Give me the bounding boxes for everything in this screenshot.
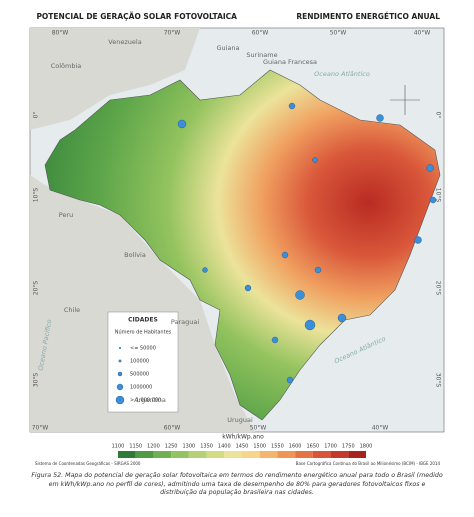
legend-symbol [118, 359, 122, 363]
colorbar-tick: 1150 [129, 444, 142, 450]
coord-label: 80°W [52, 30, 69, 37]
legend-symbol [115, 395, 125, 405]
coord-label: 20°S [435, 281, 442, 296]
colorbar-tick: 1450 [236, 444, 249, 450]
country-label: Peru [59, 211, 73, 219]
colorbar-segment [277, 451, 296, 458]
country-label: Argentina [134, 396, 166, 404]
cities [177, 102, 437, 384]
footer-right: Base Cartográfica Contínua do Brasil ao … [296, 461, 441, 466]
coord-label: 50°W [250, 425, 267, 432]
colorbar-tick: 1100 [112, 444, 125, 450]
legend-label: 1000000 [130, 385, 152, 391]
coord-label: 60°W [252, 30, 269, 37]
country-label: Uruguai [227, 416, 253, 424]
colorbar-segment [348, 451, 366, 458]
colorbar-tick: 1700 [324, 444, 337, 450]
legend-label: > 1.000.000 [130, 398, 161, 404]
country-label: Chile [64, 306, 80, 314]
colorbar-tick: 1250 [165, 444, 178, 450]
coord-label: 30°S [33, 373, 40, 388]
coord-label: 70°W [164, 30, 181, 37]
coord-label: 30°S [435, 373, 442, 388]
colorbar-tick: 1550 [271, 444, 284, 450]
country-label: Paraguai [171, 318, 199, 326]
coord-label: 40°W [414, 30, 431, 37]
colorbar-segment [135, 451, 154, 458]
coord-label: 0° [435, 112, 442, 119]
right-title: RENDIMENTO ENERGÉTICO ANUAL [296, 12, 440, 21]
colorbar-segment [118, 451, 136, 458]
coord-label: 60°W [164, 425, 181, 432]
country-label: Guiana [216, 44, 239, 52]
footer-left: Sistema de Coordenadas Geográficas - SIR… [35, 461, 141, 466]
coord-label: 50°W [330, 30, 347, 37]
colorbar-tick: 1400 [218, 444, 231, 450]
colorbar-segment [188, 451, 207, 458]
legend-label: 100000 [130, 359, 149, 365]
legend-subtitle: Número de Habitantes [115, 329, 172, 336]
legend-label: <= 50000 [130, 346, 156, 352]
country-label: Colômbia [51, 62, 82, 70]
neighbors-south [30, 175, 255, 432]
coord-label: 0° [33, 112, 40, 119]
coord-label: 40°W [372, 425, 389, 432]
coord-label: 10°S [435, 188, 442, 203]
left-title: POTENCIAL DE GERAÇÃO SOLAR FOTOVOLTAICA [36, 12, 237, 21]
legend-symbol [117, 371, 123, 377]
colorbar-segment [224, 451, 242, 458]
country-label: Guiana Francesa [263, 58, 317, 66]
colorbar-tick: 1600 [289, 444, 302, 450]
colorbar-segment [259, 451, 278, 458]
colorbar-segment [312, 451, 331, 458]
coord-label: 10°S [33, 188, 40, 203]
coord-label: 20°S [33, 281, 40, 296]
neighbors-north [30, 28, 200, 130]
colorbar-tick: 1350 [200, 444, 213, 450]
colorbar-segment [295, 451, 313, 458]
colorbar-tick: 1200 [147, 444, 160, 450]
brazil [44, 69, 441, 421]
colorbar-tick: 1300 [182, 444, 195, 450]
colorbar-segment [153, 451, 172, 458]
colorbar-tick: 1650 [306, 444, 319, 450]
ocean-label: Oceano Atlântico [314, 70, 370, 78]
colorbar-tick: 1500 [253, 444, 266, 450]
colorbar-segment [171, 451, 189, 458]
country-label: Bolívia [124, 251, 146, 259]
colorbar-tick: 1750 [342, 444, 355, 450]
legend-symbol [118, 347, 121, 350]
colorbar-segment [330, 451, 349, 458]
colorbar-segment [206, 451, 225, 458]
coord-label: 70°W [32, 425, 49, 432]
country-label: Suriname [246, 51, 277, 59]
country-label: Venezuela [108, 38, 141, 46]
legend-title: CIDADES [128, 317, 158, 324]
colorbar-unit: kWh/kWp.ano [222, 434, 264, 441]
legend-symbol [116, 383, 124, 391]
colorbar-segment [242, 451, 260, 458]
caption-box: Figura 52. Mapa do potencial de geração … [31, 472, 443, 496]
colorbar-tick: 1800 [360, 444, 373, 450]
legend-label: 500000 [130, 372, 149, 378]
caption: Figura 52. Mapa do potencial de geração … [31, 472, 443, 496]
